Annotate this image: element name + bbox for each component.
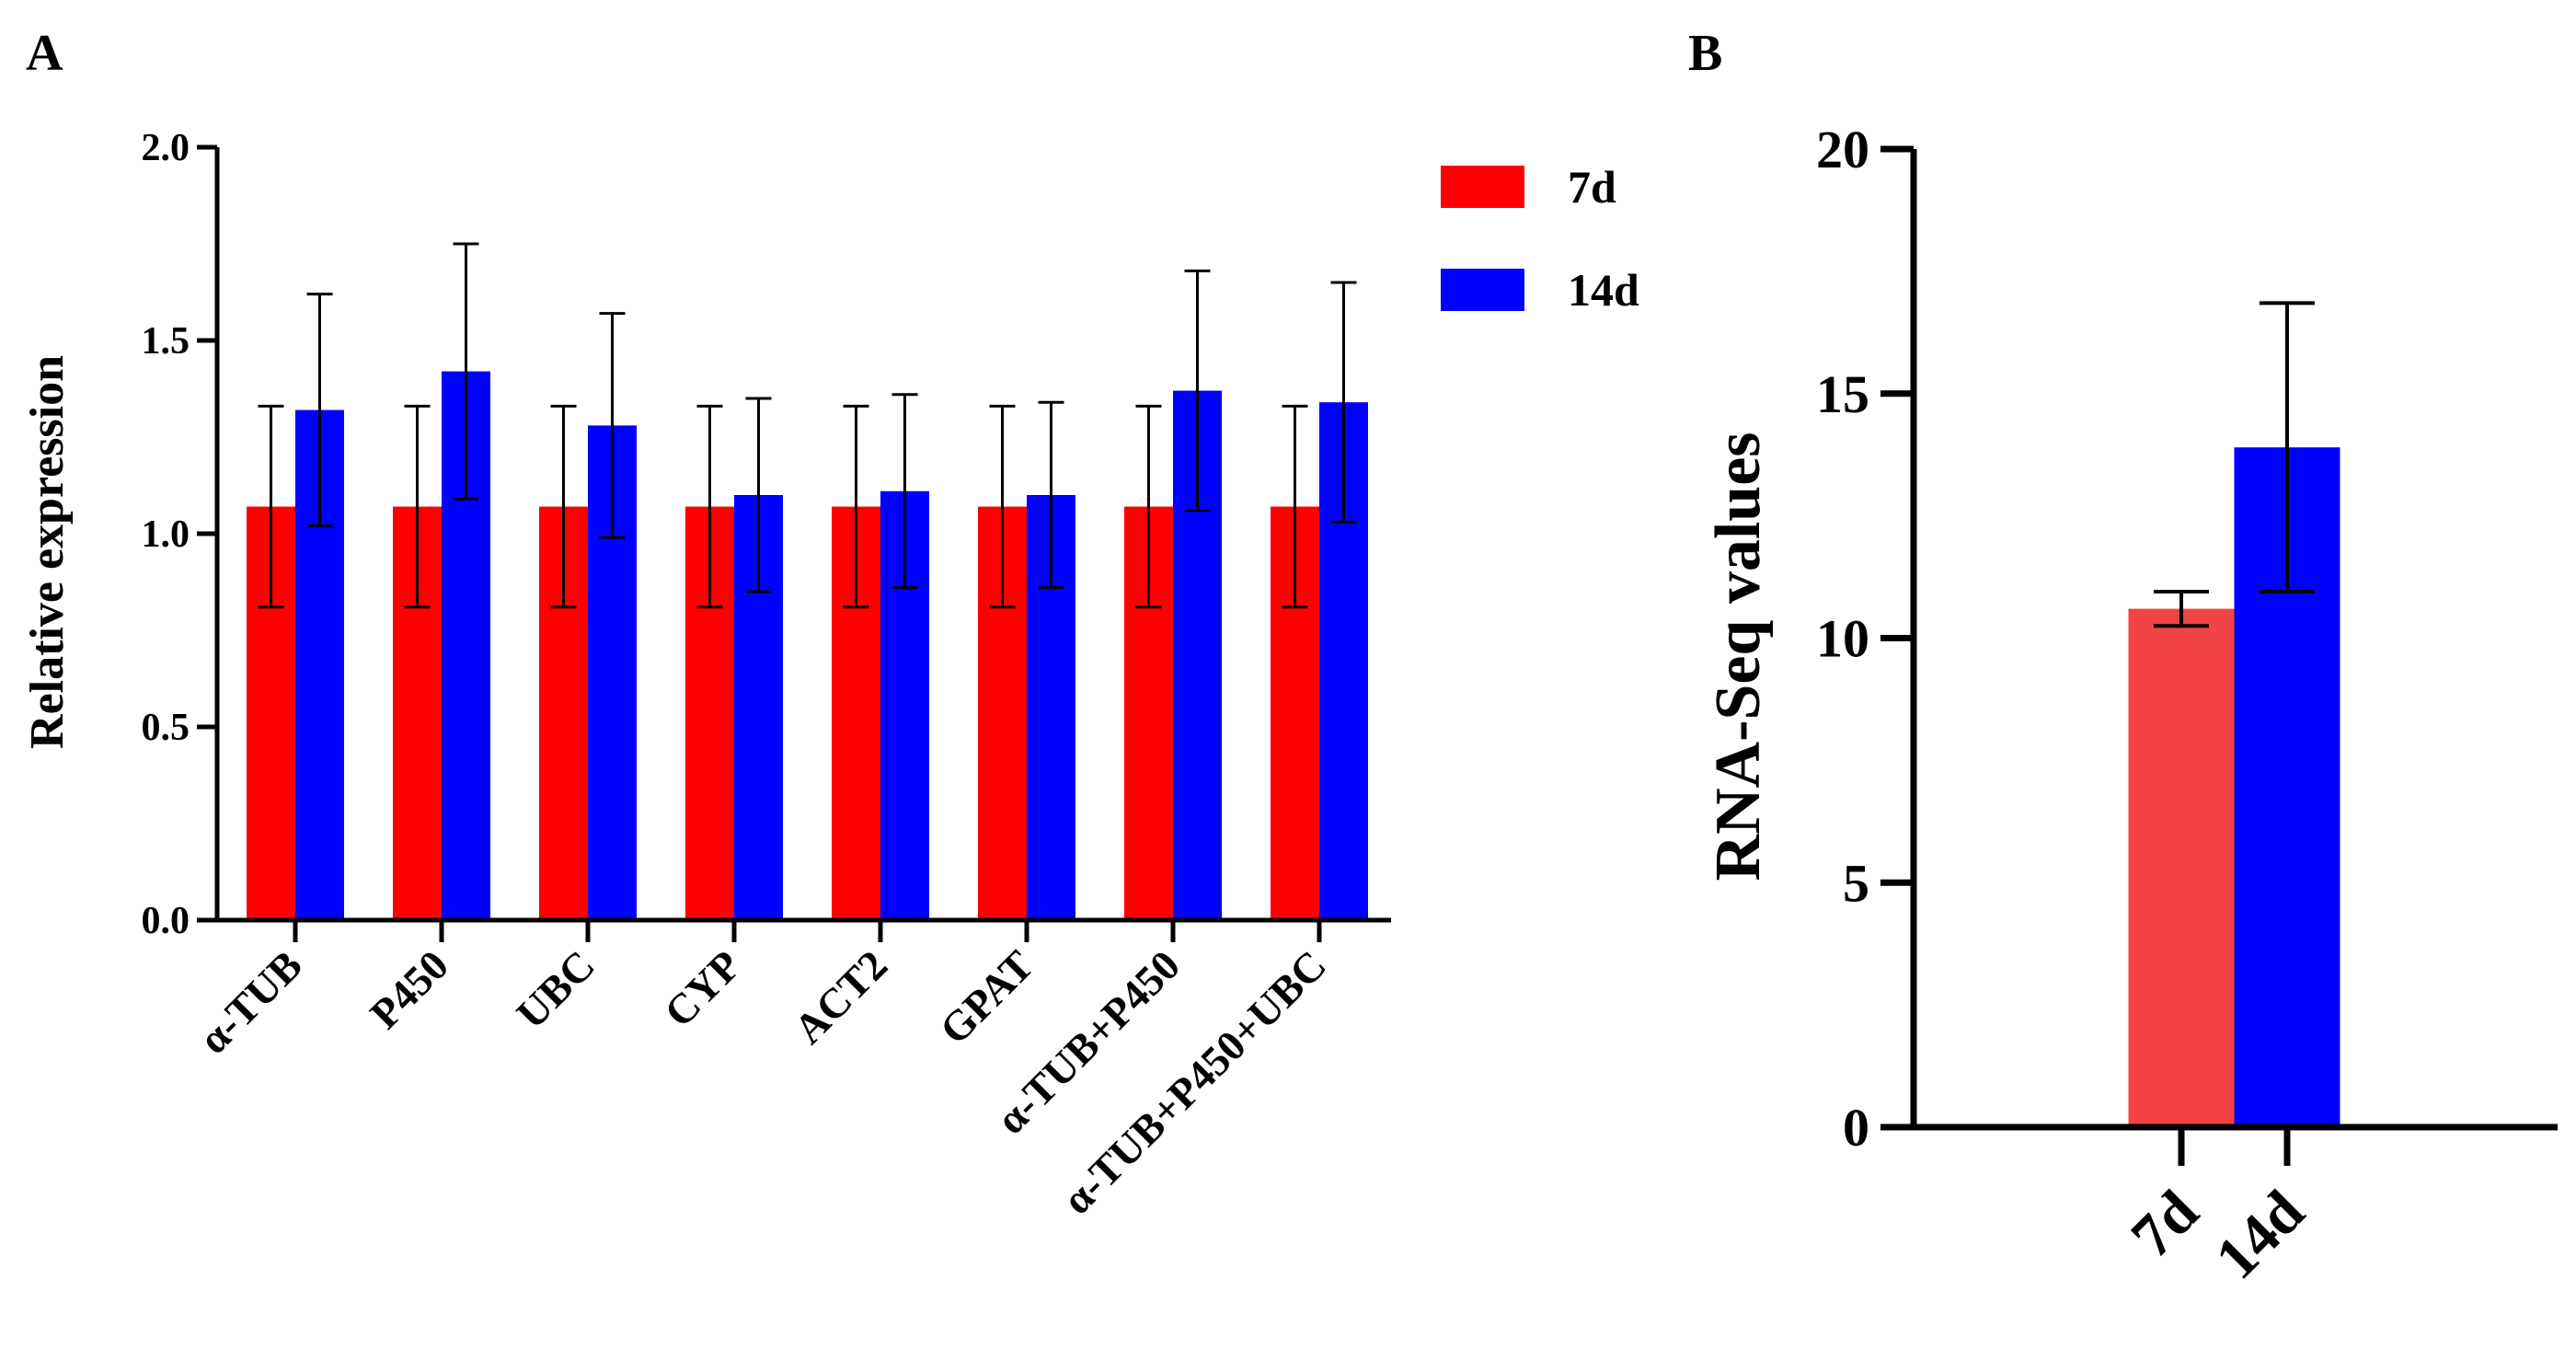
- y-tick-label-1: 0.5: [142, 707, 190, 749]
- x-tick-label-0: α-TUB: [190, 941, 311, 1063]
- x-tick-label-2: UBC: [507, 941, 604, 1038]
- x-tick-label-5: GPAT: [930, 941, 1042, 1054]
- y-tick-label-3: 1.5: [142, 320, 190, 363]
- y-tick-label-0: 0: [1843, 1098, 1869, 1158]
- y-tick-label-1: 5: [1843, 853, 1869, 913]
- legend-label-14d: 14d: [1568, 264, 1639, 316]
- x-tick-label-4: ACT2: [785, 941, 896, 1053]
- panel-b-label: B: [1688, 25, 1722, 82]
- legend-swatch-14d: [1441, 269, 1524, 311]
- y-tick-label-4: 2.0: [142, 127, 190, 169]
- y-tick-label-0: 0.0: [142, 900, 190, 942]
- legend-label-7d: 7d: [1568, 161, 1616, 213]
- y-tick-label-2: 10: [1816, 609, 1869, 669]
- x-tick-label-1: 14d: [2202, 1178, 2317, 1292]
- y-tick-label-2: 1.0: [142, 513, 190, 556]
- y-axis-title: Relative expression: [21, 355, 74, 749]
- x-tick-label-3: CYP: [655, 941, 750, 1036]
- legend-swatch-7d: [1441, 166, 1524, 208]
- x-tick-label-0: 7d: [2119, 1178, 2212, 1271]
- bar-7d: [2128, 608, 2235, 1127]
- panel-a-label: A: [26, 25, 63, 82]
- x-tick-label-7: α-TUB+P450+UBC: [1053, 941, 1335, 1223]
- y-axis-title: RNA-Seq values: [1703, 432, 1774, 881]
- y-tick-label-3: 15: [1816, 364, 1869, 424]
- chart-a: 0.0 0.5 1.0 1.5 2.0 α-TUB P450 UBC CYP ACT2 GPATα-…: [21, 127, 1639, 1223]
- x-tick-label-1: P450: [361, 941, 457, 1038]
- y-tick-label-4: 20: [1816, 120, 1869, 179]
